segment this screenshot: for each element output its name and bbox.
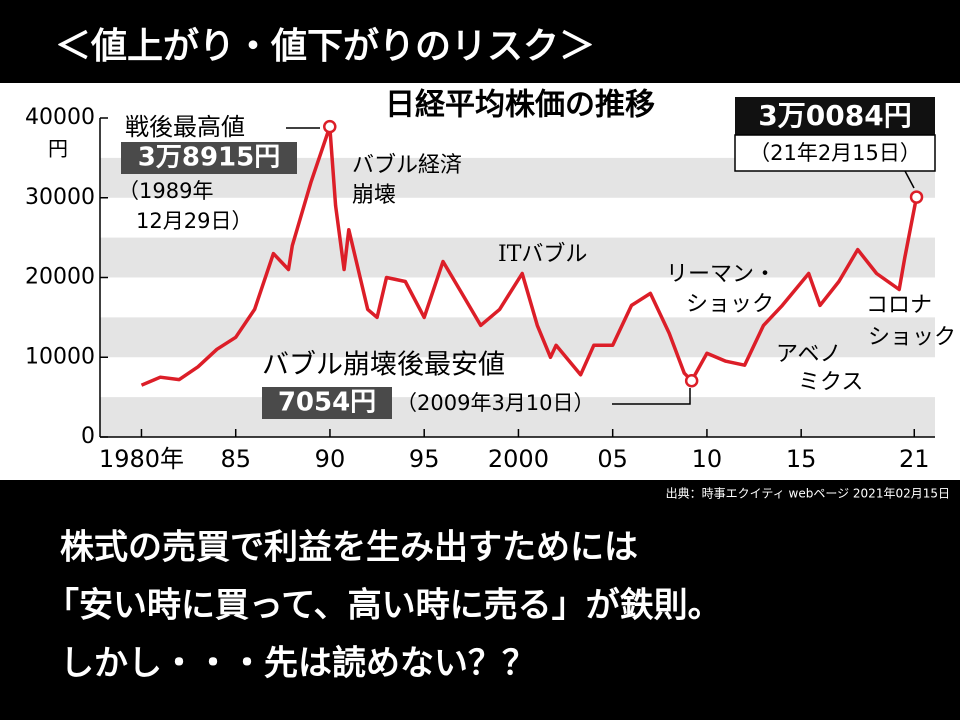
event-label: コロナ	[866, 293, 932, 318]
body-text: 株式の売買で利益を生み出すためには	[60, 528, 638, 568]
event-label: ショック	[868, 325, 956, 350]
x-tick-label: 90	[315, 445, 346, 473]
x-tick-label: 05	[597, 445, 628, 473]
value-label: 3万8915円	[138, 143, 280, 173]
y-tick-label: 20000	[25, 265, 95, 290]
annotation-date: （21年2月15日）	[749, 141, 921, 165]
event-label: ショック	[686, 292, 774, 317]
y-tick-label: 40000	[25, 105, 95, 130]
chart-title: 日経平均株価の推移	[385, 88, 655, 123]
x-tick-label: 15	[786, 445, 817, 473]
label-box	[734, 134, 936, 172]
event-label: リーマン・	[666, 262, 776, 287]
body-text: しかし・・・先は読めない？？	[60, 644, 536, 684]
y-tick-label: 0	[81, 424, 95, 449]
annotation-date: （1989年	[118, 179, 213, 203]
band	[100, 237, 935, 278]
x-tick-label: 1980年	[99, 445, 184, 473]
event-label: ITバブル	[498, 242, 587, 267]
annotation: バブル崩壊後最安値	[262, 350, 505, 381]
body-text: 「安い時に買って、高い時に売る」が鉄則。	[45, 586, 722, 626]
y-tick-label: 30000	[25, 185, 95, 210]
band	[100, 317, 935, 358]
highlight-point	[684, 373, 699, 388]
label-box	[262, 387, 392, 419]
slide-title: ＜値上がり・値下がりのリスク＞	[55, 26, 595, 67]
annotation-date: （2009年3月10日）	[396, 391, 595, 415]
label-box	[735, 97, 935, 135]
leader-line	[612, 388, 691, 405]
value-label: 7054円	[278, 388, 376, 418]
label-box	[121, 142, 297, 174]
x-tick-label: 85	[220, 445, 251, 473]
y-tick-label: 10000	[25, 344, 95, 369]
annotation-date: 12月29日）	[136, 209, 252, 233]
event-label: バブル経済	[352, 153, 462, 178]
source: 出典：時事エクイティ webページ 2021年02月15日	[666, 487, 950, 501]
x-tick-label: 21	[899, 445, 930, 473]
value-label: 3万0084円	[758, 99, 911, 132]
leader-line	[904, 170, 915, 189]
highlight-point	[909, 190, 924, 204]
x-tick-label: 95	[409, 445, 440, 473]
band	[100, 397, 935, 437]
x-tick-label: 2000	[488, 445, 549, 473]
event-label: ミクス	[798, 370, 863, 395]
y-unit: 円	[48, 137, 68, 161]
x-tick-label: 10	[692, 445, 723, 473]
event-label: アベノ	[776, 342, 842, 367]
event-label: 崩壊	[352, 183, 396, 208]
annotation: 戦後最高値	[125, 113, 245, 141]
highlight-point	[323, 119, 337, 134]
price-line	[140, 124, 919, 387]
